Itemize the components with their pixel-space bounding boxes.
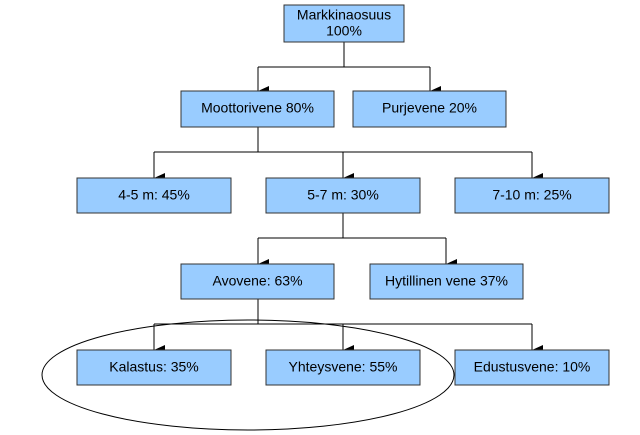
- node-label: 100%: [326, 23, 362, 39]
- node: Avovene: 63%: [180, 263, 335, 300]
- node-label: Avovene: 63%: [212, 273, 302, 289]
- node-label: Purjevene 20%: [382, 100, 477, 116]
- node-label: 5-7 m: 30%: [307, 187, 379, 203]
- node: Edustusvene: 10%: [454, 349, 610, 386]
- node-label: Yhteysvene: 55%: [289, 359, 398, 375]
- node: Kalastus: 35%: [76, 349, 232, 386]
- node: 4-5 m: 45%: [76, 177, 232, 214]
- connectors: [153, 42, 543, 355]
- node-label: Hytillinen vene 37%: [385, 273, 508, 289]
- node: Moottorivene 80%: [180, 90, 335, 128]
- node-label: Moottorivene 80%: [201, 100, 314, 116]
- node-label: 4-5 m: 45%: [118, 187, 190, 203]
- node: Hytillinen vene 37%: [369, 263, 524, 300]
- node: Yhteysvene: 55%: [265, 349, 421, 386]
- node-label: Markkinaosuus: [297, 7, 391, 23]
- node: 5-7 m: 30%: [265, 177, 421, 214]
- node-label: 7-10 m: 25%: [492, 187, 571, 203]
- node: Markkinaosuus 100%: [283, 4, 405, 43]
- node: 7-10 m: 25%: [454, 177, 610, 214]
- node-label: Edustusvene: 10%: [474, 359, 591, 375]
- highlight-ellipse: [41, 319, 455, 431]
- node-label: Kalastus: 35%: [109, 359, 199, 375]
- node: Purjevene 20%: [352, 90, 507, 128]
